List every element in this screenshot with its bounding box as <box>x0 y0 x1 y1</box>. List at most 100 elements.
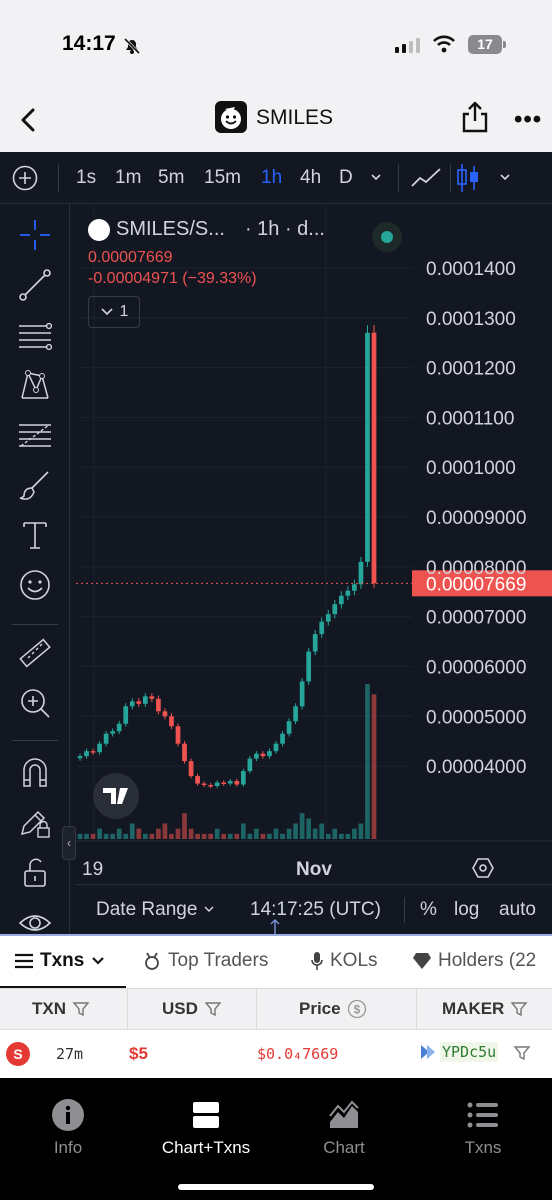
candle-body <box>110 731 116 734</box>
volume-bar <box>169 833 174 839</box>
log-scale-toggle[interactable]: log <box>454 899 480 920</box>
volume-bar <box>149 833 155 839</box>
dollar-circle-icon[interactable]: $ <box>347 999 367 1019</box>
unlock-icon[interactable] <box>16 854 54 892</box>
nav-chart[interactable]: Chart <box>284 1098 404 1158</box>
ruler-icon[interactable] <box>16 634 54 672</box>
tab-kols-label: KOLs <box>330 950 378 971</box>
battery-tip <box>503 41 506 48</box>
nav-chart-txns[interactable]: Chart+Txns <box>146 1098 266 1158</box>
trend-line-icon[interactable] <box>16 266 54 304</box>
nav-bar: SMILES ••• <box>0 92 552 152</box>
zoom-in-icon[interactable] <box>16 684 54 722</box>
column-header-maker[interactable]: MAKER <box>442 999 528 1019</box>
volume-bar <box>325 833 331 839</box>
chart-bottom-controls: Date Range 14:17:25 (UTC) % log auto <box>76 884 552 934</box>
maker-cell[interactable]: YPDc5u <box>420 1042 499 1062</box>
timeframe-dropdown-chevron-icon[interactable] <box>369 170 383 189</box>
candle-body <box>182 743 187 762</box>
text-tool-icon[interactable] <box>16 516 54 554</box>
timeframe-d[interactable]: D <box>339 167 353 188</box>
volume-bar <box>97 828 102 839</box>
candle-body <box>267 751 272 757</box>
timeframe-4h[interactable]: 4h <box>300 167 322 188</box>
volume-bar <box>162 823 168 839</box>
candle-body <box>175 726 181 744</box>
candlestick-chart-canvas[interactable]: 0.00007669 0.0001400 0.0001300 0.0001200 0.… <box>76 204 552 884</box>
candle-body <box>97 743 102 753</box>
back-arrow-icon[interactable] <box>16 106 40 139</box>
line-chart-type-icon[interactable] <box>410 166 442 195</box>
page-title: SMILES <box>256 106 334 129</box>
filter-icon[interactable] <box>204 1000 222 1018</box>
toolbar-collapse-toggle[interactable]: ‹ <box>62 826 76 860</box>
brush-icon[interactable] <box>16 466 54 504</box>
column-header-txn[interactable]: TXN <box>32 999 90 1019</box>
chart-type-dropdown-chevron-icon[interactable] <box>498 170 512 189</box>
filter-icon[interactable] <box>510 1000 528 1018</box>
add-indicator-icon[interactable] <box>12 165 38 196</box>
chevron-down-icon <box>100 308 113 316</box>
fibonacci-tool-icon[interactable] <box>16 416 54 454</box>
legend-interval: · 1h · d... <box>244 218 325 240</box>
settings-hexagon-icon[interactable] <box>472 858 494 878</box>
crosshair-icon[interactable] <box>16 216 54 254</box>
volume-bar <box>90 833 96 839</box>
filter-maker-icon[interactable] <box>513 1044 531 1067</box>
volume-bar <box>240 823 246 839</box>
candle-body <box>90 751 96 753</box>
legend-last-price: 0.00007669 <box>88 249 173 266</box>
date-range-button[interactable]: Date Range <box>96 899 215 921</box>
tab-holders[interactable]: Holders (22 <box>412 950 536 972</box>
more-options-icon[interactable]: ••• <box>514 106 543 133</box>
table-row[interactable]: S 27m $5 $0.0₄7669 YPDc5u <box>0 1030 552 1078</box>
tab-kols[interactable]: KOLs <box>310 950 378 972</box>
y-tick-label: 0.00005000 <box>426 707 526 728</box>
nav-txns[interactable]: Txns <box>423 1098 543 1158</box>
medal-icon <box>145 952 159 970</box>
legend-symbol-row[interactable]: SMILES/S... · 1h · d... <box>88 218 325 241</box>
candle-body <box>299 681 305 707</box>
volume-bar <box>260 833 266 839</box>
indicators-toggle-button[interactable]: 1 <box>88 296 140 328</box>
volume-bar <box>312 828 318 839</box>
lock-drawings-pencil-icon[interactable] <box>16 804 54 842</box>
info-icon <box>8 1098 128 1132</box>
horizontal-lines-icon[interactable] <box>16 316 54 354</box>
percent-scale-toggle[interactable]: % <box>420 899 437 920</box>
column-header-price-label: Price <box>299 999 341 1018</box>
magnet-icon[interactable] <box>16 754 54 792</box>
pattern-tool-icon[interactable] <box>16 366 54 404</box>
candle-body <box>156 698 161 712</box>
tab-top-traders[interactable]: Top Traders <box>142 950 268 972</box>
maker-address[interactable]: YPDc5u <box>440 1042 499 1062</box>
volume-bar <box>182 813 187 839</box>
tab-txns[interactable]: Txns <box>14 950 106 972</box>
candle-body <box>365 332 370 562</box>
nav-info[interactable]: Info <box>8 1098 128 1158</box>
price-chart[interactable]: 0.00007669 0.0001400 0.0001300 0.0001200 0.… <box>76 204 552 934</box>
filter-icon[interactable] <box>72 1000 90 1018</box>
candlestick-chart-type-icon[interactable] <box>456 162 480 199</box>
status-time: 14:17 <box>62 32 116 55</box>
battery-indicator: 17 <box>468 35 502 54</box>
volume-bar <box>247 833 253 839</box>
timeframe-1h[interactable]: 1h <box>261 167 283 188</box>
emoji-icon[interactable] <box>16 566 54 604</box>
column-header-usd[interactable]: USD <box>162 999 222 1019</box>
timeframe-5m[interactable]: 5m <box>158 167 185 188</box>
volume-bar <box>175 828 181 839</box>
candle-body <box>201 783 207 786</box>
current-price-label: 0.00007669 <box>426 574 526 595</box>
timeframe-1s[interactable]: 1s <box>76 167 97 188</box>
eye-visibility-icon[interactable] <box>16 904 54 942</box>
symbol-logo-icon <box>88 218 110 241</box>
auto-scale-toggle[interactable]: auto <box>499 899 536 920</box>
market-status-dot-icon <box>372 222 402 252</box>
share-icon[interactable] <box>460 100 490 139</box>
candle-body <box>129 701 135 707</box>
timeframe-1m[interactable]: 1m <box>115 167 142 188</box>
column-header-price[interactable]: Price $ <box>299 999 367 1019</box>
candle-body <box>136 701 142 704</box>
timeframe-15m[interactable]: 15m <box>204 167 241 188</box>
